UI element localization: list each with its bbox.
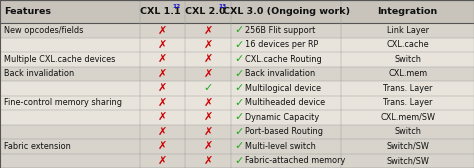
Text: ✗: ✗ [158,127,167,137]
Text: Switch: Switch [394,127,421,136]
Text: Multilogical device: Multilogical device [245,84,320,93]
Text: ✗: ✗ [203,54,213,64]
Bar [0,154,474,168]
Text: Link Layer: Link Layer [387,26,428,35]
Bar [0,67,474,81]
Text: ✗: ✗ [203,40,213,50]
Bar [0,110,474,124]
Text: Trans. Layer: Trans. Layer [383,98,432,107]
Text: Fabric-attached memory: Fabric-attached memory [245,156,345,165]
Text: Features: Features [4,7,51,16]
Text: Switch/SW: Switch/SW [386,142,429,151]
Text: ✓: ✓ [234,127,244,137]
Text: Multiheaded device: Multiheaded device [245,98,325,107]
Text: CXL.cache Routing: CXL.cache Routing [245,55,321,64]
Text: ✓: ✓ [234,83,244,93]
Text: CXL.cache: CXL.cache [386,40,429,49]
Text: 13: 13 [218,4,227,9]
Text: 12: 12 [173,4,181,9]
Text: ✗: ✗ [203,69,213,79]
Text: Integration: Integration [377,7,438,16]
Text: ✓: ✓ [234,156,244,166]
Text: ✗: ✗ [158,54,167,64]
Text: 256B Flit support: 256B Flit support [245,26,315,35]
Text: Back invalidation: Back invalidation [4,69,74,78]
Bar [0,38,474,52]
Text: Multiple CXL.cache devices: Multiple CXL.cache devices [4,55,115,64]
Bar [0,139,474,154]
Text: Switch/SW: Switch/SW [386,156,429,165]
Bar [0,23,474,38]
Text: ✗: ✗ [158,83,167,93]
Text: ✗: ✗ [203,141,213,151]
Text: ✓: ✓ [203,83,213,93]
Text: CXL.mem: CXL.mem [388,69,427,78]
Bar [0,52,474,67]
Bar [0,96,474,110]
Text: CXL 3.0 (Ongoing work): CXL 3.0 (Ongoing work) [223,7,350,16]
Text: ✗: ✗ [158,112,167,122]
Text: Port-based Routing: Port-based Routing [245,127,323,136]
Text: ✗: ✗ [158,25,167,35]
Text: ✗: ✗ [158,98,167,108]
Text: Dynamic Capacity: Dynamic Capacity [245,113,319,122]
Text: Back invalidation: Back invalidation [245,69,315,78]
Text: ✓: ✓ [234,141,244,151]
Text: ✗: ✗ [158,156,167,166]
Text: ✗: ✗ [203,25,213,35]
Text: Fine-control memory sharing: Fine-control memory sharing [4,98,122,107]
Text: ✗: ✗ [158,141,167,151]
Text: ✗: ✗ [203,112,213,122]
Text: ✓: ✓ [234,69,244,79]
Text: ✗: ✗ [203,98,213,108]
Text: 16 devices per RP: 16 devices per RP [245,40,318,49]
Text: Multi-level switch: Multi-level switch [245,142,316,151]
Text: ✓: ✓ [234,54,244,64]
Text: CXL 2.0: CXL 2.0 [185,7,226,16]
Text: New opcodes/fields: New opcodes/fields [4,26,83,35]
Text: ✗: ✗ [158,40,167,50]
Text: CXL 1.1: CXL 1.1 [140,7,180,16]
Text: Fabric extension: Fabric extension [4,142,71,151]
Text: Trans. Layer: Trans. Layer [383,84,432,93]
Text: ✓: ✓ [234,25,244,35]
Text: CXL.mem/SW: CXL.mem/SW [380,113,435,122]
Text: ✗: ✗ [203,156,213,166]
Bar [0,81,474,96]
Text: ✓: ✓ [234,112,244,122]
Bar [0,124,474,139]
Text: ✗: ✗ [203,127,213,137]
Text: ✗: ✗ [158,69,167,79]
Bar [0,0,474,23]
Text: ✓: ✓ [234,40,244,50]
Text: Switch: Switch [394,55,421,64]
Text: ✓: ✓ [234,98,244,108]
